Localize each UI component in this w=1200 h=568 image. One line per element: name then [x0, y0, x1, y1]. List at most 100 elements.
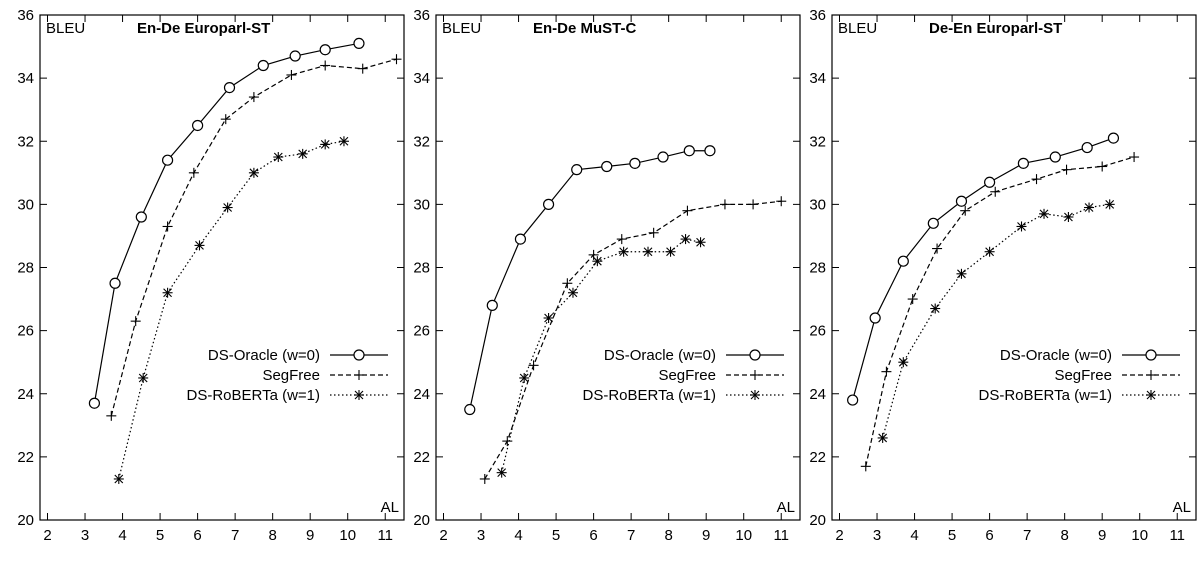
series-line — [852, 137, 1114, 401]
x-tick-label: 2 — [43, 527, 51, 544]
legend-label: DS-RoBERTa (w=1) — [186, 387, 320, 404]
legend-marker — [354, 390, 364, 400]
data-point — [542, 198, 555, 210]
data-point — [286, 69, 297, 80]
x-tick-label: 10 — [339, 527, 356, 544]
series-plus — [860, 152, 1140, 472]
y-tick-label: 32 — [809, 133, 826, 150]
chart-title: De-En Europarl-ST — [929, 20, 1062, 37]
y-tick-label: 22 — [413, 449, 430, 466]
x-axis-label: AL — [777, 499, 795, 516]
data-point — [496, 467, 507, 478]
y-tick-label: 26 — [809, 323, 826, 340]
x-tick-label: 2 — [439, 527, 447, 544]
x-tick-label: 11 — [1169, 527, 1185, 544]
data-point — [990, 186, 1001, 197]
data-point — [897, 255, 909, 267]
data-point — [289, 50, 301, 62]
series-line — [469, 150, 710, 410]
y-axis-label: BLEU — [442, 20, 481, 37]
data-point — [319, 44, 331, 56]
data-point — [106, 410, 117, 421]
data-point — [320, 60, 331, 71]
y-tick-label: 34 — [413, 70, 430, 87]
data-point — [869, 312, 881, 324]
data-point — [502, 436, 513, 447]
data-point — [1081, 141, 1093, 154]
y-tick-label: 24 — [17, 386, 34, 403]
data-point — [357, 63, 368, 74]
data-point — [528, 360, 539, 371]
x-tick-label: 10 — [1131, 527, 1148, 544]
legend-label: DS-RoBERTa (w=1) — [978, 387, 1112, 404]
data-point — [162, 221, 173, 232]
legend-label: DS-RoBERTa (w=1) — [582, 387, 716, 404]
data-point — [192, 119, 204, 132]
data-point — [88, 397, 101, 409]
data-point — [188, 167, 199, 178]
data-point — [1016, 221, 1027, 232]
data-point — [1097, 161, 1108, 172]
data-point — [907, 294, 918, 305]
data-point — [162, 287, 173, 298]
x-tick-label: 3 — [81, 527, 89, 544]
x-tick-label: 7 — [627, 527, 635, 544]
data-point — [683, 145, 695, 157]
data-point — [881, 366, 892, 377]
data-point — [682, 205, 693, 216]
x-tick-label: 5 — [552, 527, 560, 544]
series-line — [484, 200, 782, 480]
x-tick-label: 7 — [1023, 527, 1031, 544]
data-point — [220, 114, 231, 125]
plot-frame — [39, 14, 405, 521]
data-point — [776, 196, 787, 207]
series-plus — [479, 196, 787, 484]
data-point — [984, 176, 996, 188]
y-tick-label: 24 — [809, 386, 826, 403]
x-tick-label: 11 — [377, 527, 393, 544]
x-tick-label: 8 — [268, 527, 276, 544]
series-circle — [847, 132, 1120, 406]
y-tick-label: 20 — [809, 512, 826, 529]
series-line — [110, 58, 397, 416]
data-point — [223, 81, 236, 94]
data-point — [222, 202, 233, 213]
legend-marker — [1145, 349, 1157, 361]
data-point — [135, 211, 147, 223]
data-point — [1049, 151, 1061, 163]
data-point — [960, 205, 971, 216]
x-tick-label: 11 — [773, 527, 789, 544]
y-tick-label: 22 — [17, 449, 34, 466]
y-tick-label: 28 — [809, 260, 826, 277]
data-point — [519, 372, 530, 383]
y-tick-label: 34 — [809, 70, 826, 87]
data-point — [930, 303, 941, 314]
y-tick-label: 20 — [17, 512, 34, 529]
y-tick-label: 36 — [809, 7, 826, 24]
data-point — [648, 227, 659, 238]
data-point — [592, 256, 603, 267]
data-point — [248, 92, 259, 103]
data-point — [130, 316, 141, 327]
y-tick-label: 30 — [413, 196, 430, 213]
chart-title: En-De MuST-C — [533, 20, 636, 37]
series-star — [496, 234, 706, 478]
data-point — [562, 278, 573, 289]
y-tick-label: 24 — [413, 386, 430, 403]
data-point — [719, 199, 730, 210]
series-circle — [464, 145, 716, 416]
x-tick-label: 4 — [910, 527, 918, 544]
x-tick-label: 10 — [735, 527, 752, 544]
data-point — [643, 246, 654, 257]
data-point — [391, 54, 402, 65]
legend-label: SegFree — [658, 367, 716, 384]
data-point — [618, 246, 629, 257]
data-point — [571, 164, 583, 176]
x-tick-label: 9 — [1098, 527, 1106, 544]
data-point — [479, 473, 490, 484]
y-axis-label: BLEU — [46, 20, 85, 37]
series-line — [865, 156, 1135, 467]
data-point — [860, 461, 871, 472]
data-point — [955, 195, 968, 207]
